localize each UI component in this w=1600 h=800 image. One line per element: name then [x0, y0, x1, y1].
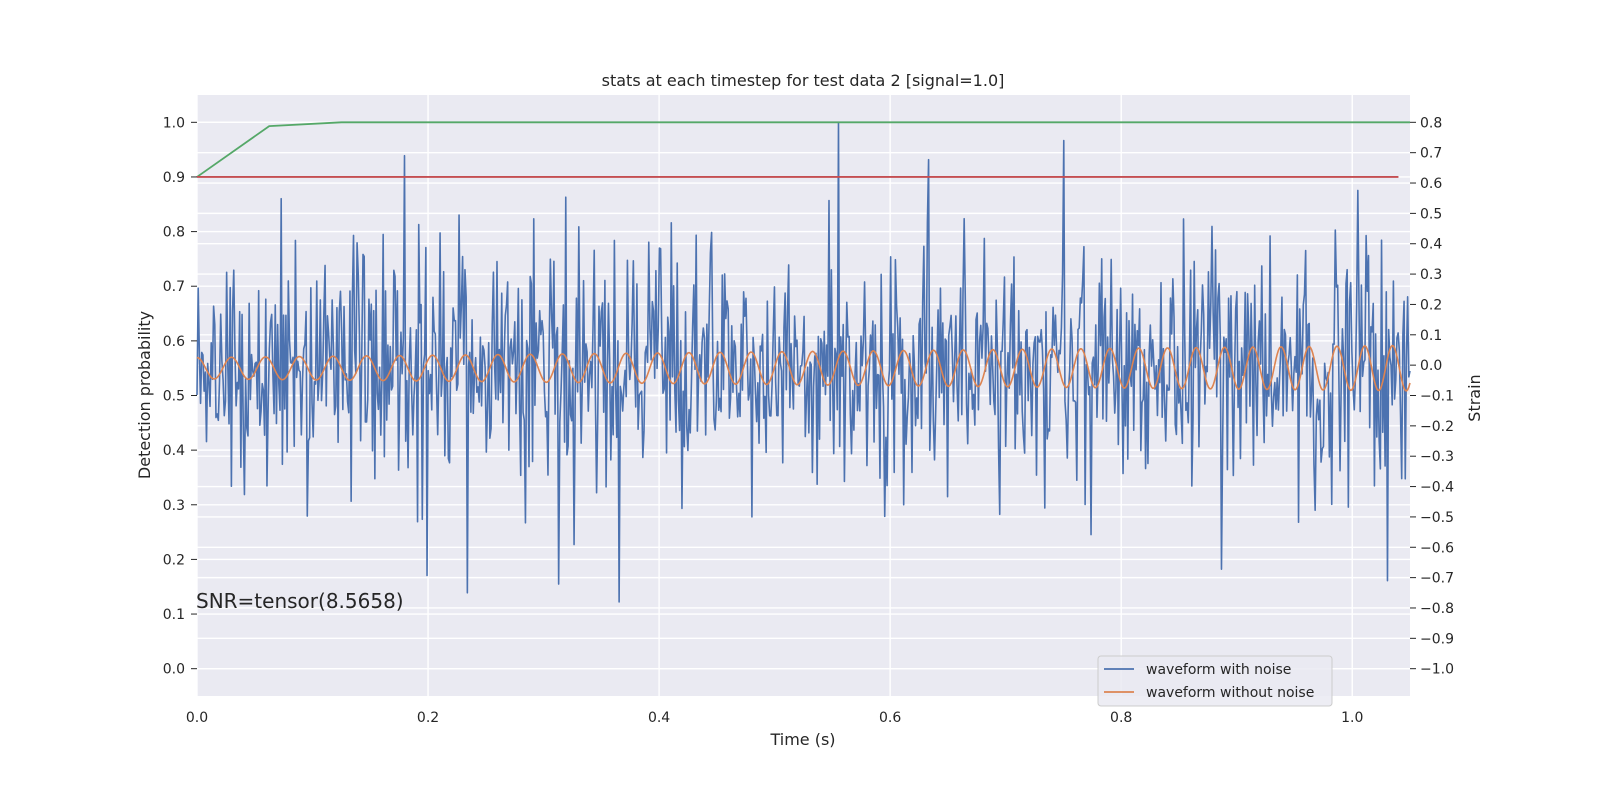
y2-tick-label: 0.8 [1420, 115, 1442, 131]
y2-tick-label: −0.3 [1420, 449, 1454, 465]
x-tick-label: 0.4 [648, 710, 670, 726]
x-tick-label: 0.6 [879, 710, 901, 726]
series-line-waveform-without-noise [196, 344, 1411, 392]
y-tick-label: 0.3 [163, 498, 185, 514]
y-tick-label: 1.0 [163, 115, 185, 131]
y2-tick-label: −0.2 [1420, 419, 1454, 435]
y2-tick-label: −0.5 [1420, 510, 1454, 526]
y-tick-label: 0.1 [163, 607, 185, 623]
y2-tick-label: −0.4 [1420, 480, 1454, 496]
x-tick-label: 1.0 [1341, 710, 1363, 726]
y2-tick-label: 0.0 [1420, 358, 1442, 374]
x-tick-label: 0.8 [1110, 710, 1132, 726]
x-tick-label: 0.0 [186, 710, 208, 726]
y-tick-label: 0.5 [163, 389, 185, 405]
y2-tick-label: 0.6 [1420, 176, 1442, 192]
y2-tick-label: 0.2 [1420, 297, 1442, 313]
y2-tick-label: 0.3 [1420, 267, 1442, 283]
y-tick-label: 0.0 [163, 662, 185, 678]
x-tick-labels: 0.0 0.2 0.4 0.6 0.8 1.0 [186, 710, 1364, 726]
chart-title: stats at each timestep for test data 2 [… [602, 71, 1005, 90]
snr-annotation: SNR=tensor(8.5658) [196, 589, 404, 613]
y-tick-label: 0.6 [163, 334, 185, 350]
y-tick-label: 0.8 [163, 225, 185, 241]
y2-tick-label: −0.7 [1420, 571, 1454, 587]
legend-box [1097, 655, 1333, 707]
x-tick-label: 0.2 [417, 710, 439, 726]
y2-tick-label: 0.7 [1420, 146, 1442, 162]
y2-tick-label: −0.9 [1420, 631, 1454, 647]
y-axis-label: Detection probability [135, 311, 154, 479]
y2-tick-label: −0.8 [1420, 601, 1454, 617]
y2-tick-label: −1.0 [1420, 662, 1454, 678]
legend-label-waveform-with-noise: waveform with noise [1146, 662, 1291, 678]
y2-tick-label: −0.6 [1420, 540, 1454, 556]
y2-tick-label: 0.1 [1420, 328, 1442, 344]
y-tick-label: 0.7 [163, 279, 185, 295]
y2-tick-label: 0.5 [1420, 206, 1442, 222]
series-layer [196, 121, 1411, 603]
series-line-green [196, 121, 1410, 178]
legend: waveform with noise waveform without noi… [1097, 655, 1333, 707]
y-tick-label: 0.2 [163, 552, 185, 568]
y-tick-label: 0.4 [163, 443, 185, 459]
series-line-waveform-with-noise [196, 121, 1411, 603]
y2-tick-label: −0.1 [1420, 389, 1454, 405]
y-tick-labels: 0.0 0.1 0.2 0.3 0.4 0.5 0.6 0.7 0.8 0.9 1.0 [163, 115, 197, 678]
y2-tick-label: 0.4 [1420, 237, 1442, 253]
y2-tick-labels: −1.0 −0.9 −0.8 −0.7 −0.6 −0.5 −0.4 −0.3 −0.2 −0.1… [1410, 115, 1454, 678]
y-tick-label: 0.9 [163, 170, 185, 186]
legend-label-waveform-without-noise: waveform without noise [1146, 685, 1314, 701]
y2-axis-label: Strain [1465, 374, 1484, 421]
x-axis-label: Time (s) [769, 730, 835, 749]
